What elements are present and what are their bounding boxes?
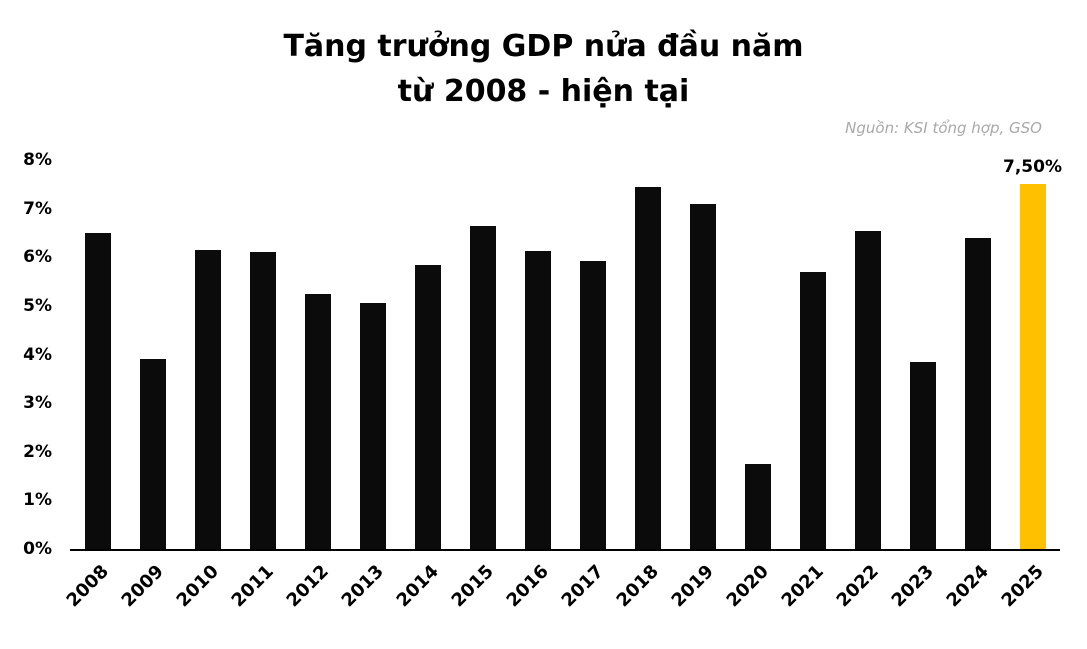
x-tick-label-2010: 2010 [172,561,223,612]
x-tick-label-2015: 2015 [447,561,498,612]
bar-slot-2021: 2021 [777,160,840,611]
x-tick-label-2020: 2020 [722,561,773,612]
bar-2019 [689,203,716,549]
y-tick-label: 4% [23,344,52,365]
x-tick-label-2019: 2019 [667,561,718,612]
bar-2022 [854,230,881,549]
bar-2020 [744,463,771,549]
bar-2009 [139,359,166,549]
x-tick-label-2013: 2013 [337,561,388,612]
y-tick-label: 8% [23,150,52,170]
bar-slot-2014: 2014 [392,160,455,611]
bar-slot-2012: 2012 [282,160,345,611]
x-tick-label-2011: 2011 [227,561,278,612]
y-tick-label: 6% [23,247,52,268]
bar-2012 [304,293,331,549]
bar-2025 [1019,184,1046,549]
plot-area: 2008 2009 2010 2011 2012 2013 2014 2015 2016 2017… [62,157,1062,611]
source-note: Nguồn: KSI tổng hợp, GSO [845,119,1042,137]
x-tick-label-2024: 2024 [942,561,993,612]
x-tick-label-2025: 2025 [997,561,1048,612]
y-axis: 0% 1% 2% 3% 4% 5% 6% 7% 8% [0,150,58,559]
bar-2021 [799,271,826,549]
x-tick-label-2022: 2022 [832,561,883,612]
bar-slot-2015: 2015 [447,160,510,611]
bar-2015 [469,225,496,549]
x-tick-label-2017: 2017 [557,561,608,612]
x-tick-label-2016: 2016 [502,561,553,612]
bar-slot-2022: 2022 [832,160,895,611]
x-tick-label-2012: 2012 [282,561,333,612]
bar-slot-2024: 2024 [942,160,1005,611]
y-tick-label: 1% [23,490,52,511]
chart-title: Tăng trưởng GDP nửa đầu năm từ 2008 - hi… [0,24,1087,114]
bar-2017 [579,261,606,549]
bar-2018 [634,186,661,549]
y-tick-label: 0% [23,539,52,559]
x-tick-label-2014: 2014 [392,561,443,612]
bar-2011 [249,252,276,549]
x-tick-label-2009: 2009 [117,561,168,612]
x-tick-label-2023: 2023 [887,561,938,612]
bar-slot-2019: 2019 [667,160,730,611]
bar-2023 [909,361,936,549]
y-tick-label: 7% [23,198,52,219]
x-tick-label-2008: 2008 [62,561,113,612]
bar-2024 [964,237,991,549]
highlight-value-label: 7,50% [1003,157,1062,178]
bar-2016 [524,251,551,549]
y-tick-label: 2% [23,441,52,462]
x-tick-label-2018: 2018 [612,561,663,612]
y-tick-label: 5% [23,295,52,316]
chart-title-line1: Tăng trưởng GDP nửa đầu năm [283,29,804,64]
bar-2008 [84,232,111,549]
bar-slot-2010: 2010 [172,160,235,611]
bar-slot-2020: 2020 [722,160,785,611]
bar-slot-2025: 7,50% 2025 [997,157,1062,611]
bar-slot-2018: 2018 [612,160,675,611]
bar-slot-2023: 2023 [887,160,950,611]
x-tick-label-2021: 2021 [777,561,828,612]
bar-slot-2009: 2009 [117,160,180,611]
bar-slot-2017: 2017 [557,160,620,611]
bar-slot-2008: 2008 [62,160,125,611]
bar-slot-2016: 2016 [502,160,565,611]
chart-title-line2: từ 2008 - hiện tại [397,74,690,109]
y-tick-label: 3% [23,393,52,414]
bar-2013 [359,303,386,549]
bar-2014 [414,264,441,549]
bar-slot-2011: 2011 [227,160,290,611]
bar-slot-2013: 2013 [337,160,400,611]
bar-2010 [194,249,221,549]
